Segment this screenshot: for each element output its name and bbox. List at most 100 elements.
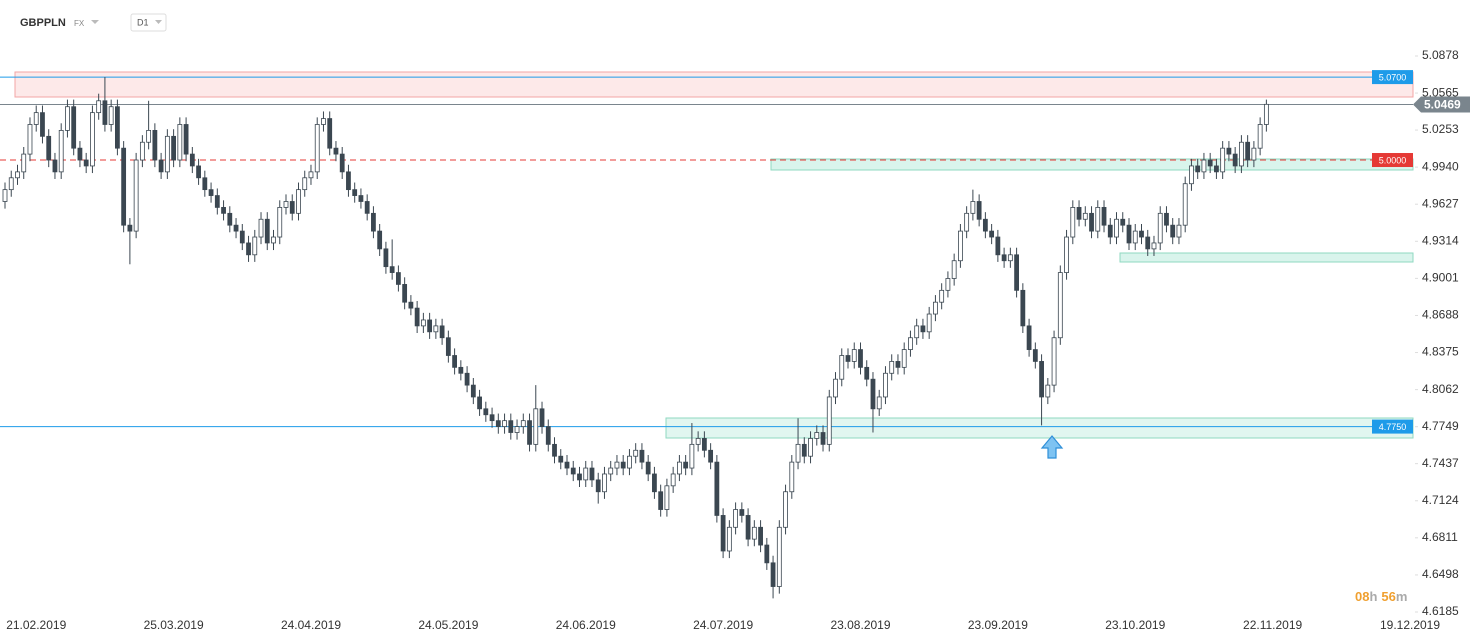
candle-body	[933, 301, 938, 315]
y-tick-label: 4.7749	[1422, 419, 1459, 433]
candle-body	[620, 461, 626, 469]
candle-body	[658, 491, 664, 510]
candle-body	[614, 461, 620, 469]
candle-body	[1120, 218, 1126, 226]
candle-body	[533, 408, 539, 445]
candle-body	[127, 224, 133, 232]
candle-body	[514, 426, 520, 433]
candle-body	[208, 189, 214, 196]
candle-body	[302, 177, 308, 191]
candle-body	[139, 141, 145, 161]
candle-body	[939, 289, 945, 303]
candle-body	[495, 420, 501, 427]
candle-body	[352, 189, 358, 196]
candle-body	[776, 526, 782, 587]
candle-body	[146, 130, 152, 143]
candle-body	[508, 420, 514, 433]
candle-body	[1001, 254, 1007, 262]
candle-body	[152, 130, 158, 161]
dropdown-caret[interactable]	[155, 20, 162, 24]
candle-body	[901, 349, 907, 368]
candle-body	[683, 461, 689, 469]
candle-body	[1082, 212, 1088, 220]
candle-body	[489, 414, 495, 422]
resistance-zone	[14, 71, 1414, 98]
candle-body	[346, 171, 351, 191]
support-zone	[1119, 252, 1414, 263]
candle-body	[1132, 230, 1138, 244]
y-tick-label: 5.0565	[1422, 85, 1459, 99]
candle-body	[264, 218, 270, 244]
candle-body	[477, 396, 482, 410]
candle-body	[52, 159, 58, 173]
candle-body	[870, 378, 876, 410]
interval[interactable]: D1	[137, 17, 149, 27]
candle-body	[133, 159, 139, 232]
interval-box[interactable]	[130, 13, 167, 32]
market: FX	[74, 19, 85, 28]
candle-body	[102, 100, 108, 125]
candle-body	[8, 177, 14, 191]
y-tick-label: 4.7124	[1422, 493, 1459, 507]
y-tick-label: 4.7437	[1422, 456, 1459, 470]
candle-body	[627, 455, 632, 469]
candle-body	[951, 260, 957, 279]
candle-body	[1064, 236, 1069, 273]
candle-body	[189, 153, 195, 167]
candle-body	[783, 491, 788, 528]
dropdown-caret[interactable]	[91, 20, 99, 24]
candle-body	[982, 218, 988, 232]
candle-body	[502, 420, 507, 427]
zones	[14, 71, 1414, 439]
candle-body	[1157, 212, 1163, 244]
candle-body	[527, 420, 532, 445]
level-tag-label: 5.0700	[1379, 72, 1407, 82]
y-tick-label: 4.9314	[1422, 233, 1459, 247]
candle-body	[414, 307, 420, 327]
candle-body	[1263, 103, 1269, 125]
candle-body	[714, 461, 720, 516]
candle-body	[677, 461, 682, 475]
candle-body	[670, 473, 676, 487]
candle-body	[27, 124, 33, 155]
candle-body	[876, 396, 882, 410]
candle-body	[483, 408, 489, 416]
candle-body	[239, 230, 245, 244]
support-zone	[770, 158, 1414, 171]
candle-body	[383, 248, 389, 268]
candle-body	[926, 313, 932, 333]
candle-body	[695, 438, 701, 445]
y-tick-label: 4.8375	[1422, 345, 1459, 359]
candle-body	[246, 242, 251, 256]
candle-body	[158, 159, 164, 173]
candle-body	[564, 461, 570, 469]
candle-body	[371, 212, 376, 232]
candle-body	[1126, 224, 1132, 244]
candle-body	[233, 224, 239, 232]
candle-body	[577, 473, 582, 481]
candle-body	[1195, 165, 1201, 173]
y-tick-label: 4.9001	[1422, 271, 1459, 285]
candle-body	[445, 337, 451, 356]
candle-body	[1145, 236, 1151, 250]
x-tick-label: 24.05.2019	[418, 618, 478, 632]
candle-body	[826, 396, 832, 445]
candle-body	[1032, 349, 1038, 362]
timer-part: h	[1369, 589, 1377, 604]
candle-body	[364, 201, 370, 214]
candle-body	[945, 278, 951, 291]
timer: 08h 56m	[1355, 589, 1407, 604]
candle-body	[701, 438, 707, 451]
symbol[interactable]: GBPPLN	[20, 17, 66, 29]
candle-body	[65, 106, 70, 131]
candle-body	[1170, 224, 1176, 238]
candle-body	[589, 467, 595, 481]
candle-body	[1176, 224, 1182, 238]
level-tag	[1372, 419, 1413, 434]
level-tag-label: 4.7750	[1379, 422, 1407, 432]
candle-body	[1114, 218, 1119, 238]
candle-body	[46, 135, 52, 161]
level-tag	[1372, 70, 1413, 85]
candle-body	[1076, 207, 1082, 220]
candle-body	[183, 124, 189, 155]
